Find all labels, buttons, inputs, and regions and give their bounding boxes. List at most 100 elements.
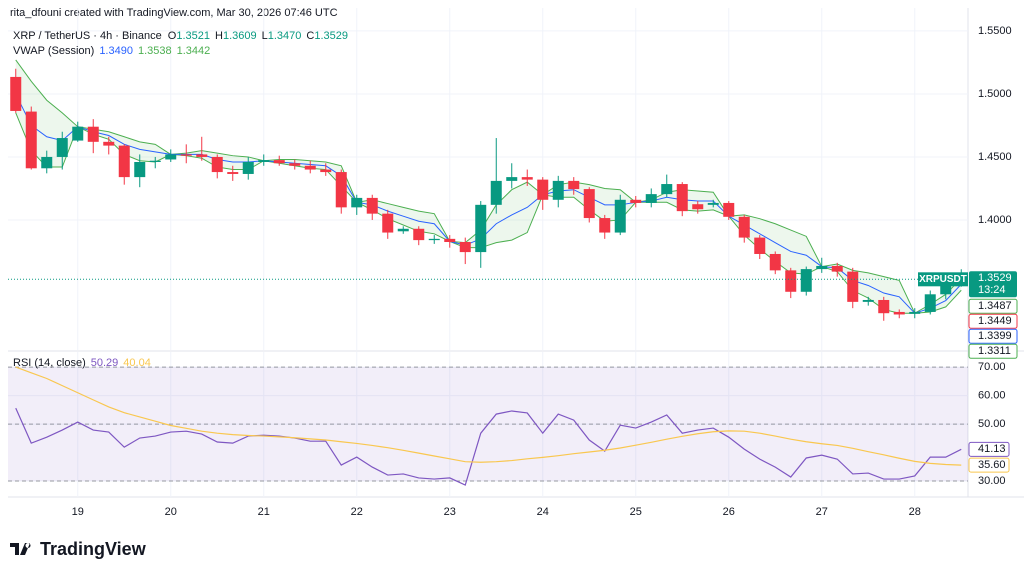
candle-body [940,280,952,295]
candle-body [893,311,905,315]
price-label: 1.3487 [978,300,1012,312]
candle-body [490,180,502,205]
y-tick-label: 1.5500 [978,25,1012,37]
candle-body [537,179,549,200]
candle-body [506,177,518,181]
candle-body [630,199,642,203]
candle-body [754,237,766,254]
candle-body [149,160,161,162]
indicator-value: 1.3538 [138,45,172,57]
indicator-title: RSI (14, close) [13,357,86,369]
ohlc-label: C [306,30,314,42]
candle-body [103,141,115,146]
y-tick-label: 1.5000 [978,88,1012,100]
candle-body [227,172,239,174]
rsi-value-box [968,441,1010,457]
x-tick-label: 25 [630,506,642,518]
ohlc-label: L [262,30,268,42]
ohlc-label: O [168,30,177,42]
candle-body [134,161,146,178]
candle-body [924,294,936,312]
candle-body [335,172,347,208]
x-tick-label: 27 [816,506,828,518]
legend: VWAP (Session) 1.3490 1.3538 1.3442 [13,45,210,57]
price-label-box [968,328,1018,344]
ohlc-value: 1.3609 [223,30,257,42]
rsi-ma-line [15,366,962,466]
candle-body [847,271,859,302]
candle-body [413,228,425,241]
x-tick-label: 22 [351,506,363,518]
candle-body [25,111,37,169]
x-tick-label: 19 [72,506,84,518]
candle-body [56,138,68,157]
candle-body [304,165,316,170]
price-tag-box [969,271,1017,298]
symbol-tag-box [918,272,968,287]
price-tag: 1.3529 [978,272,1012,284]
indicator-title: VWAP (Session) [13,45,94,57]
candle-body [165,154,177,160]
candle-body [692,204,704,210]
candle-body [289,163,301,166]
price-label: 1.3399 [978,330,1012,342]
candle-body [87,126,99,142]
attribution: rita_dfouni created with TradingView.com… [10,7,338,19]
candle-body [475,204,487,253]
y-tick-label: 1.4000 [978,214,1012,226]
band-fill [15,59,962,314]
ohlc-value: 1.3529 [314,30,348,42]
y-tick-label: 70.00 [978,361,1006,373]
candle-body [180,154,192,156]
logo-text: TradingView [40,539,147,559]
legend: XRP / TetherUS · 4h · Binance O1.3521 H1.3… [13,30,348,42]
candle-body [444,238,456,243]
price-label-box [968,343,1018,359]
vwap-line [15,93,962,314]
candle-body [676,184,688,212]
y-tick-label: 1.4500 [978,151,1012,163]
y-tick-label: 30.00 [978,475,1006,487]
candle-body [10,76,22,111]
candle-body [273,160,285,164]
price-label-box [968,298,1018,314]
candle-body [351,197,363,208]
candle-body [769,253,781,271]
candle-body [552,180,564,200]
candle-body [459,242,471,253]
candle-body [831,265,843,272]
indicator-value: 1.3490 [99,45,133,57]
candle-body [800,269,812,292]
candle-body [614,199,626,233]
candle-body [707,202,719,205]
countdown: 13:24 [978,284,1006,296]
candle-body [366,197,378,214]
candle-body [878,299,890,314]
rsi-value-label: 41.13 [978,443,1006,455]
candle-body [397,228,409,232]
rsi-line [15,407,962,486]
x-tick-label: 24 [537,506,549,518]
legend: RSI (14, close) 50.29 40.04 [13,357,151,369]
y-tick-label: 60.00 [978,389,1006,401]
x-tick-label: 20 [165,506,177,518]
candle-body [382,213,394,233]
rsi-value-box [968,457,1010,473]
candle-body [196,154,208,157]
candle-body [862,299,874,302]
rsi-value-label: 35.60 [978,459,1006,471]
ohlc-value: 1.3521 [176,30,210,42]
candle-body [118,145,130,178]
candle-body [428,238,440,241]
candle-body [521,177,533,180]
price-label: 1.3311 [978,345,1011,357]
indicator-value: 50.29 [91,357,119,369]
candle-body [583,189,595,219]
candle-body [568,180,580,190]
indicator-value: 40.04 [123,357,151,369]
candle-body [211,156,223,173]
candle-body [72,126,84,141]
logo-mark [10,543,31,555]
